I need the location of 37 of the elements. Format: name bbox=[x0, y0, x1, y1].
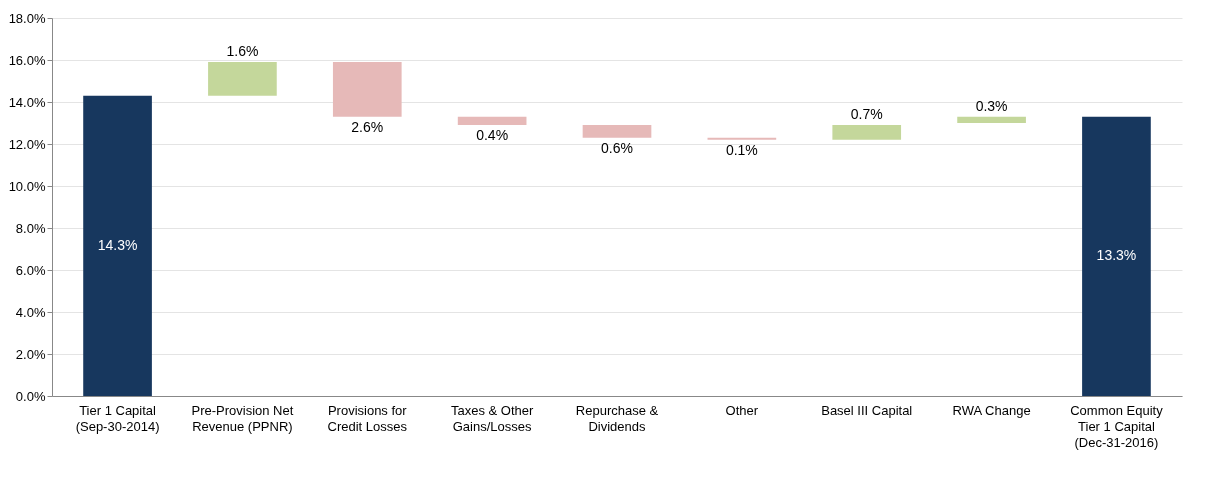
y-tick-label: 8.0% bbox=[15, 220, 46, 236]
data-label: 13.3% bbox=[1096, 247, 1137, 264]
y-tick-label: 16.0% bbox=[8, 52, 46, 68]
bar bbox=[1082, 116, 1151, 396]
data-label: 1.6% bbox=[226, 43, 259, 60]
data-label: 0.4% bbox=[476, 127, 509, 144]
bar bbox=[332, 62, 402, 117]
bar bbox=[582, 125, 652, 138]
x-tick-label: Pre-Provision Net Revenue (PPNR) bbox=[191, 402, 294, 434]
y-tick-label: 6.0% bbox=[15, 262, 46, 278]
x-tick-label: RWA Change bbox=[952, 402, 1031, 418]
x-tick-label: Other bbox=[725, 402, 759, 418]
x-tick-label: Basel III Capital bbox=[821, 402, 913, 418]
data-label: 0.3% bbox=[975, 97, 1008, 114]
bar bbox=[208, 62, 277, 96]
y-tick-label: 0.0% bbox=[15, 388, 46, 404]
x-tick-label: Provisions for Credit Losses bbox=[327, 402, 408, 434]
y-tick-label: 10.0% bbox=[8, 178, 46, 194]
y-tick-label: 14.0% bbox=[8, 94, 46, 110]
y-tick-label: 2.0% bbox=[15, 346, 46, 362]
bar bbox=[832, 125, 902, 140]
data-label: 0.6% bbox=[601, 139, 633, 156]
x-tick-label: Tier 1 Capital (Sep-30-2014) bbox=[75, 402, 160, 434]
y-tick-label: 4.0% bbox=[15, 304, 46, 320]
data-label: 14.3% bbox=[97, 236, 138, 253]
bar bbox=[457, 116, 527, 126]
bar bbox=[83, 95, 152, 396]
y-tick-label: 12.0% bbox=[8, 136, 46, 152]
data-label: 2.6% bbox=[351, 118, 384, 135]
x-tick-label: Repurchase & Dividends bbox=[575, 402, 659, 434]
x-tick-label: Taxes & Other Gains/Losses bbox=[450, 402, 534, 434]
bar bbox=[957, 116, 1026, 123]
data-label: 0.1% bbox=[725, 141, 758, 158]
bar bbox=[707, 137, 777, 140]
x-tick-label: Common Equity Tier 1 Capital (Dec-31-2016) bbox=[1070, 402, 1164, 450]
data-label: 0.7% bbox=[850, 106, 883, 123]
y-tick-label: 18.0% bbox=[8, 10, 46, 26]
